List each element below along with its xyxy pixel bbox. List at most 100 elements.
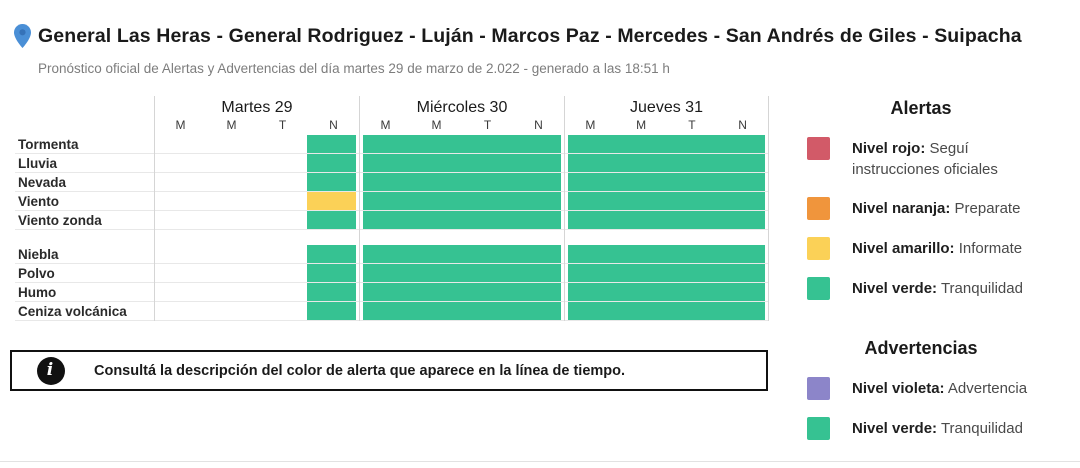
forecast-cell[interactable]	[617, 283, 667, 301]
forecast-cell[interactable]	[715, 245, 765, 263]
forecast-cell[interactable]	[666, 264, 716, 282]
forecast-cell[interactable]	[568, 245, 618, 263]
day-cell-row	[360, 302, 564, 321]
forecast-cell[interactable]	[363, 192, 413, 210]
forecast-cell[interactable]	[363, 264, 413, 282]
forecast-cell[interactable]	[666, 135, 716, 153]
forecast-cell[interactable]	[715, 135, 765, 153]
forecast-cell[interactable]	[412, 173, 462, 191]
forecast-cell[interactable]	[617, 173, 667, 191]
forecast-cell[interactable]	[511, 154, 561, 172]
forecast-cell[interactable]	[666, 154, 716, 172]
forecast-cell[interactable]	[617, 135, 667, 153]
forecast-cell[interactable]	[715, 283, 765, 301]
forecast-cell[interactable]	[715, 173, 765, 191]
hazard-row-label: Viento zonda	[15, 211, 154, 230]
forecast-cell[interactable]	[666, 245, 716, 263]
forecast-cell[interactable]	[511, 245, 561, 263]
forecast-cell[interactable]	[568, 192, 618, 210]
forecast-cell[interactable]	[568, 173, 618, 191]
legend-item-description: Preparate	[950, 200, 1021, 217]
forecast-cell[interactable]	[306, 135, 356, 153]
forecast-cell[interactable]	[462, 245, 512, 263]
legend-item-label: Nivel violeta:	[852, 380, 945, 397]
forecast-cell[interactable]	[666, 173, 716, 191]
forecast-cell[interactable]	[511, 302, 561, 320]
forecast-cell[interactable]	[306, 192, 356, 210]
forecast-cell[interactable]	[363, 302, 413, 320]
forecast-cell[interactable]	[511, 173, 561, 191]
page-header: General Las Heras - General Rodriguez - …	[0, 0, 1080, 76]
forecast-cell[interactable]	[617, 211, 667, 229]
forecast-cell[interactable]	[462, 302, 512, 320]
forecast-cell[interactable]	[412, 283, 462, 301]
forecast-cell[interactable]	[412, 192, 462, 210]
group-gap	[360, 230, 564, 245]
forecast-cell[interactable]	[568, 283, 618, 301]
legend-item-label: Nivel rojo:	[852, 140, 926, 157]
forecast-cell[interactable]	[462, 135, 512, 153]
forecast-cell[interactable]	[568, 302, 618, 320]
forecast-cell[interactable]	[306, 283, 356, 301]
forecast-cell[interactable]	[363, 283, 413, 301]
day-cell-row	[155, 173, 359, 192]
forecast-cell[interactable]	[412, 135, 462, 153]
forecast-cell[interactable]	[462, 192, 512, 210]
forecast-cell[interactable]	[363, 173, 413, 191]
forecast-cell[interactable]	[363, 211, 413, 229]
empty-cell	[208, 173, 258, 191]
forecast-cell[interactable]	[306, 173, 356, 191]
forecast-cell[interactable]	[715, 302, 765, 320]
forecast-cell[interactable]	[666, 211, 716, 229]
forecast-cell[interactable]	[666, 283, 716, 301]
forecast-cell[interactable]	[617, 154, 667, 172]
forecast-cell[interactable]	[306, 154, 356, 172]
forecast-cell[interactable]	[412, 245, 462, 263]
forecast-cell[interactable]	[306, 264, 356, 282]
forecast-cell[interactable]	[462, 264, 512, 282]
forecast-cell[interactable]	[568, 135, 618, 153]
hazard-row-label: Viento	[15, 192, 154, 211]
forecast-cell[interactable]	[511, 264, 561, 282]
empty-cell	[208, 245, 258, 263]
forecast-cell[interactable]	[412, 302, 462, 320]
forecast-cell[interactable]	[462, 154, 512, 172]
forecast-cell[interactable]	[617, 192, 667, 210]
forecast-cell[interactable]	[412, 211, 462, 229]
forecast-cell[interactable]	[306, 211, 356, 229]
forecast-cell[interactable]	[412, 154, 462, 172]
forecast-cell[interactable]	[363, 135, 413, 153]
forecast-cell[interactable]	[715, 211, 765, 229]
forecast-cell[interactable]	[363, 154, 413, 172]
forecast-cell[interactable]	[715, 264, 765, 282]
forecast-cell[interactable]	[511, 135, 561, 153]
day-cell-row	[565, 302, 768, 321]
legend-item-text: Nivel amarillo: Informate	[852, 237, 1022, 259]
forecast-cell[interactable]	[568, 211, 618, 229]
empty-cell	[257, 245, 307, 263]
forecast-cell[interactable]	[462, 211, 512, 229]
forecast-cell[interactable]	[363, 245, 413, 263]
forecast-cell[interactable]	[715, 192, 765, 210]
forecast-cell[interactable]	[511, 283, 561, 301]
forecast-cell[interactable]	[666, 192, 716, 210]
forecast-cell[interactable]	[412, 264, 462, 282]
legend-section: Advertencias Nivel violeta: Advertencia …	[807, 338, 1073, 440]
day-cell-row	[360, 245, 564, 264]
forecast-cell[interactable]	[511, 211, 561, 229]
forecast-cell[interactable]	[462, 283, 512, 301]
forecast-cell[interactable]	[568, 154, 618, 172]
forecast-cell[interactable]	[462, 173, 512, 191]
forecast-cell[interactable]	[666, 302, 716, 320]
location-pin-icon	[14, 24, 31, 48]
forecast-cell[interactable]	[617, 264, 667, 282]
forecast-cell[interactable]	[306, 245, 356, 263]
forecast-cell[interactable]	[568, 264, 618, 282]
forecast-cell[interactable]	[617, 302, 667, 320]
forecast-cell[interactable]	[511, 192, 561, 210]
forecast-cell[interactable]	[306, 302, 356, 320]
group-gap	[565, 230, 768, 245]
forecast-cell[interactable]	[715, 154, 765, 172]
forecast-cell[interactable]	[617, 245, 667, 263]
